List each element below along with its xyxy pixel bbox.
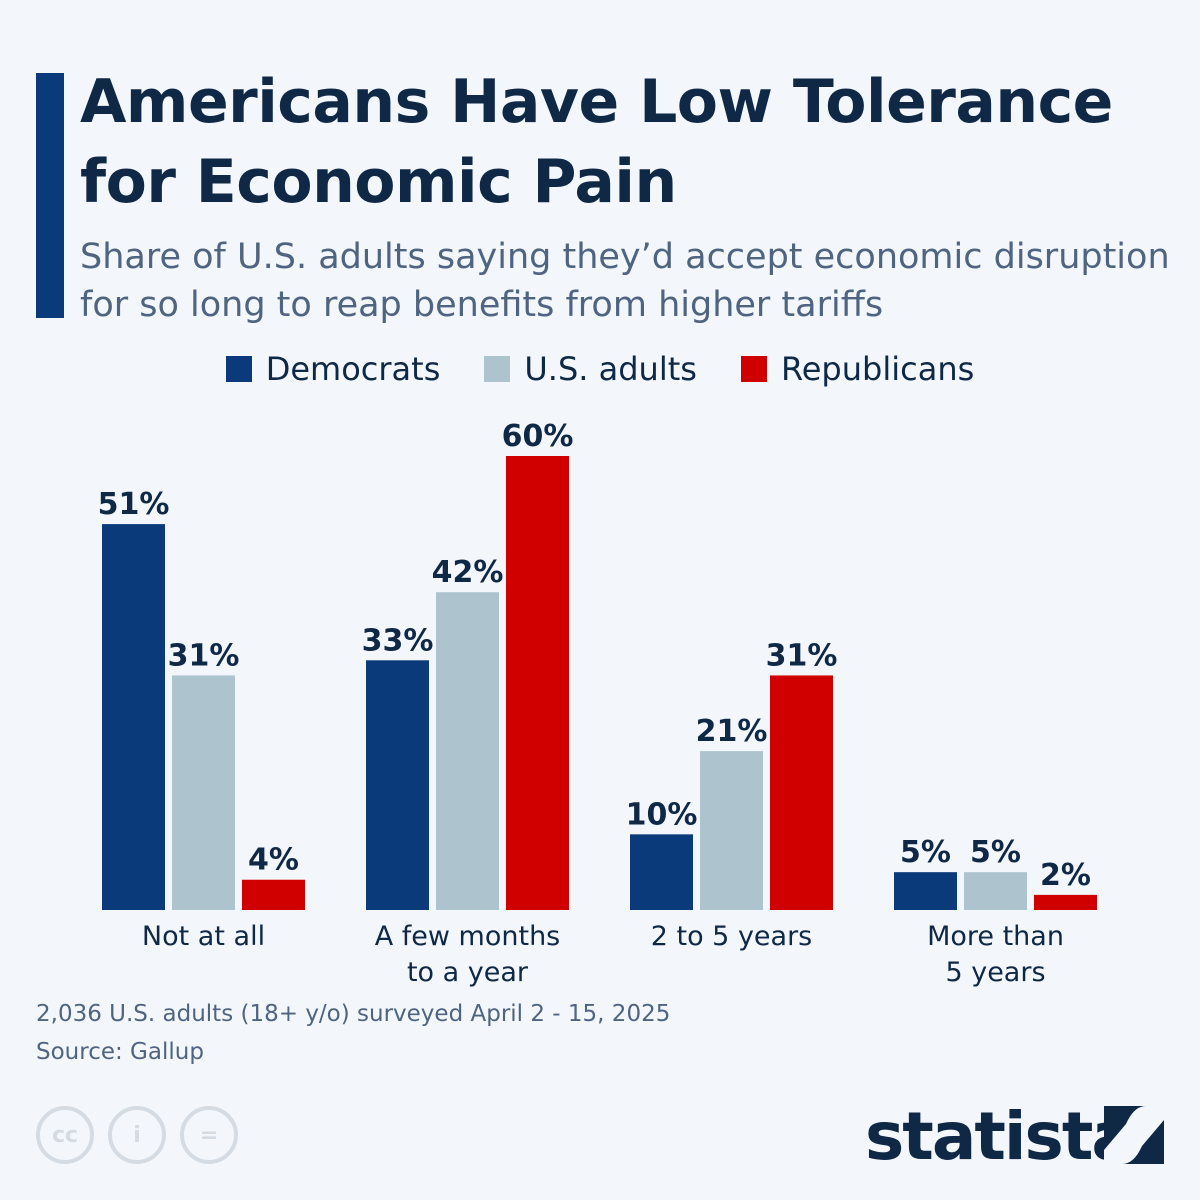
- bar: [436, 592, 499, 910]
- legend-swatch: [740, 356, 767, 382]
- data-label: 33%: [362, 623, 434, 658]
- chart-subtitle: Share of U.S. adults saying they’d accep…: [80, 237, 1170, 325]
- legend-item-democrats: Democrats: [225, 350, 441, 388]
- data-label: 5%: [970, 835, 1021, 870]
- data-label: 31%: [168, 638, 240, 673]
- category-label: 5 years: [945, 957, 1045, 988]
- bar: [506, 456, 569, 910]
- legend: Democrats U.S. adults Republicans: [0, 350, 1200, 388]
- category-label: Not at all: [142, 921, 265, 952]
- legend-item-us-adults: U.S. adults: [484, 350, 697, 388]
- bar: [894, 872, 957, 910]
- data-label: 51%: [98, 487, 170, 522]
- bar: [700, 751, 763, 910]
- data-label: 60%: [502, 419, 574, 454]
- bar: [102, 524, 165, 910]
- data-label: 31%: [766, 638, 838, 673]
- cc-icon[interactable]: cc: [36, 1106, 94, 1164]
- bar: [1034, 894, 1097, 910]
- legend-item-republicans: Republicans: [740, 350, 975, 388]
- category-label: A few months: [375, 921, 561, 952]
- category-label: More than: [927, 921, 1064, 952]
- legend-swatch: [225, 356, 252, 382]
- no-derivatives-icon[interactable]: =: [180, 1106, 238, 1164]
- legend-label: Republicans: [780, 350, 975, 388]
- data-label: 42%: [432, 555, 504, 590]
- data-label: 2%: [1040, 858, 1091, 893]
- category-label: 2 to 5 years: [651, 921, 813, 952]
- category-label: to a year: [407, 957, 529, 988]
- title-accent-bar: [36, 73, 64, 318]
- data-label: 5%: [900, 835, 951, 870]
- attribution-icon[interactable]: i: [108, 1106, 166, 1164]
- data-label: 10%: [626, 797, 698, 832]
- bar-chart: 51% 31% 4% Not at all 33% 42% 60% A few months t…: [98, 419, 1097, 988]
- bar: [366, 660, 429, 910]
- data-label: 21%: [696, 714, 768, 749]
- statista-logo-icon: [1104, 1106, 1164, 1164]
- statista-logo[interactable]: statista: [865, 1098, 1136, 1175]
- legend-label: Democrats: [265, 350, 441, 388]
- bar: [242, 879, 305, 910]
- bar: [964, 872, 1027, 910]
- data-label: 4%: [248, 843, 299, 878]
- chart-title: Americans Have Low Tolerance for Economi…: [80, 67, 1113, 217]
- bar: [172, 675, 235, 910]
- bar: [630, 834, 693, 910]
- legend-swatch: [484, 356, 511, 382]
- bar: [770, 675, 833, 910]
- legend-label: U.S. adults: [524, 350, 697, 388]
- source-note: Source: Gallup: [36, 1039, 204, 1065]
- survey-note: 2,036 U.S. adults (18+ y/o) surveyed Apr…: [36, 1001, 671, 1027]
